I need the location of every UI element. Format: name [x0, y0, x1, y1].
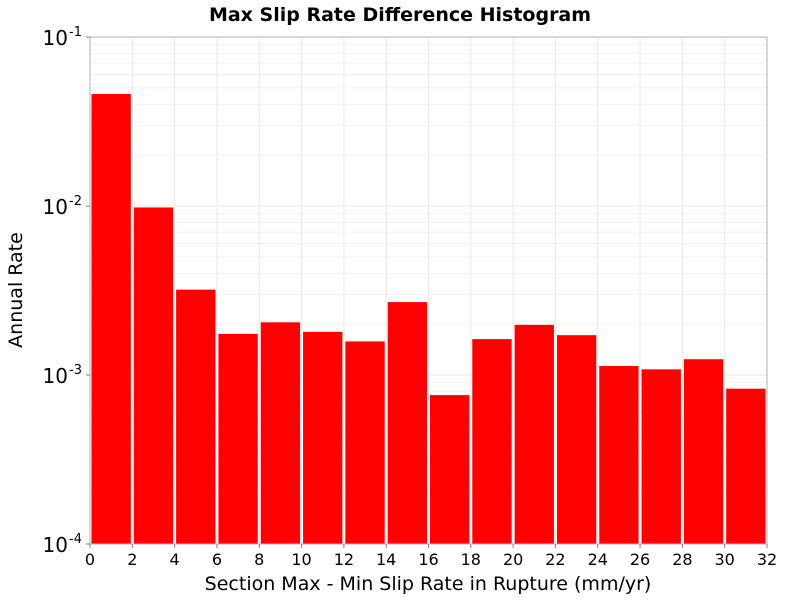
y-tick-label: 10 — [43, 26, 68, 50]
y-tick-label: 10 — [43, 533, 68, 557]
x-tick-label: 8 — [254, 550, 264, 569]
bar-bin-1 — [133, 207, 174, 544]
bar-bin-0 — [91, 93, 131, 544]
bar-bin-2 — [176, 289, 216, 544]
y-tick-exponent: -3 — [69, 363, 82, 378]
y-tick-exponent: -1 — [69, 25, 82, 40]
x-tick-label: 28 — [672, 550, 692, 569]
x-tick-label: 18 — [461, 550, 481, 569]
bar-bin-13 — [641, 369, 681, 544]
bar-bin-12 — [599, 366, 639, 544]
x-tick-label: 26 — [630, 550, 650, 569]
y-axis-ticks: 10-110-210-310-4 — [43, 25, 90, 557]
x-tick-label: 6 — [212, 550, 222, 569]
x-tick-label: 2 — [127, 550, 137, 569]
bar-bin-11 — [556, 335, 597, 544]
bar-bin-5 — [303, 331, 343, 544]
y-tick-label: 10 — [43, 364, 68, 388]
y-axis-label: Annual Rate — [5, 232, 27, 348]
x-tick-label: 16 — [418, 550, 438, 569]
y-tick-exponent: -4 — [69, 532, 82, 547]
x-tick-label: 20 — [503, 550, 523, 569]
bars — [91, 93, 766, 544]
bar-bin-7 — [387, 302, 427, 544]
y-tick-label: 10 — [43, 195, 68, 219]
bar-bin-9 — [472, 339, 512, 544]
x-tick-label: 0 — [85, 550, 95, 569]
bar-bin-15 — [726, 388, 766, 544]
bar-bin-14 — [683, 359, 724, 544]
bar-bin-6 — [345, 341, 385, 544]
chart-title: Max Slip Rate Difference Histogram — [209, 4, 591, 26]
bar-bin-3 — [218, 333, 258, 544]
x-tick-label: 14 — [376, 550, 396, 569]
x-tick-label: 30 — [715, 550, 735, 569]
x-tick-label: 4 — [170, 550, 180, 569]
x-tick-label: 24 — [588, 550, 608, 569]
bar-bin-8 — [430, 395, 470, 544]
bar-bin-4 — [260, 322, 301, 544]
x-axis-label: Section Max - Min Slip Rate in Rupture (… — [205, 573, 652, 595]
x-tick-label: 22 — [545, 550, 565, 569]
x-tick-label: 32 — [757, 550, 777, 569]
y-tick-exponent: -2 — [69, 194, 82, 209]
bar-bin-10 — [514, 324, 554, 544]
x-tick-label: 10 — [291, 550, 311, 569]
x-axis-ticks: 0 2 4 6 8 10 12 14 16 18 20 22 24 26 28 30 32 — [85, 544, 777, 569]
x-tick-label: 12 — [334, 550, 354, 569]
